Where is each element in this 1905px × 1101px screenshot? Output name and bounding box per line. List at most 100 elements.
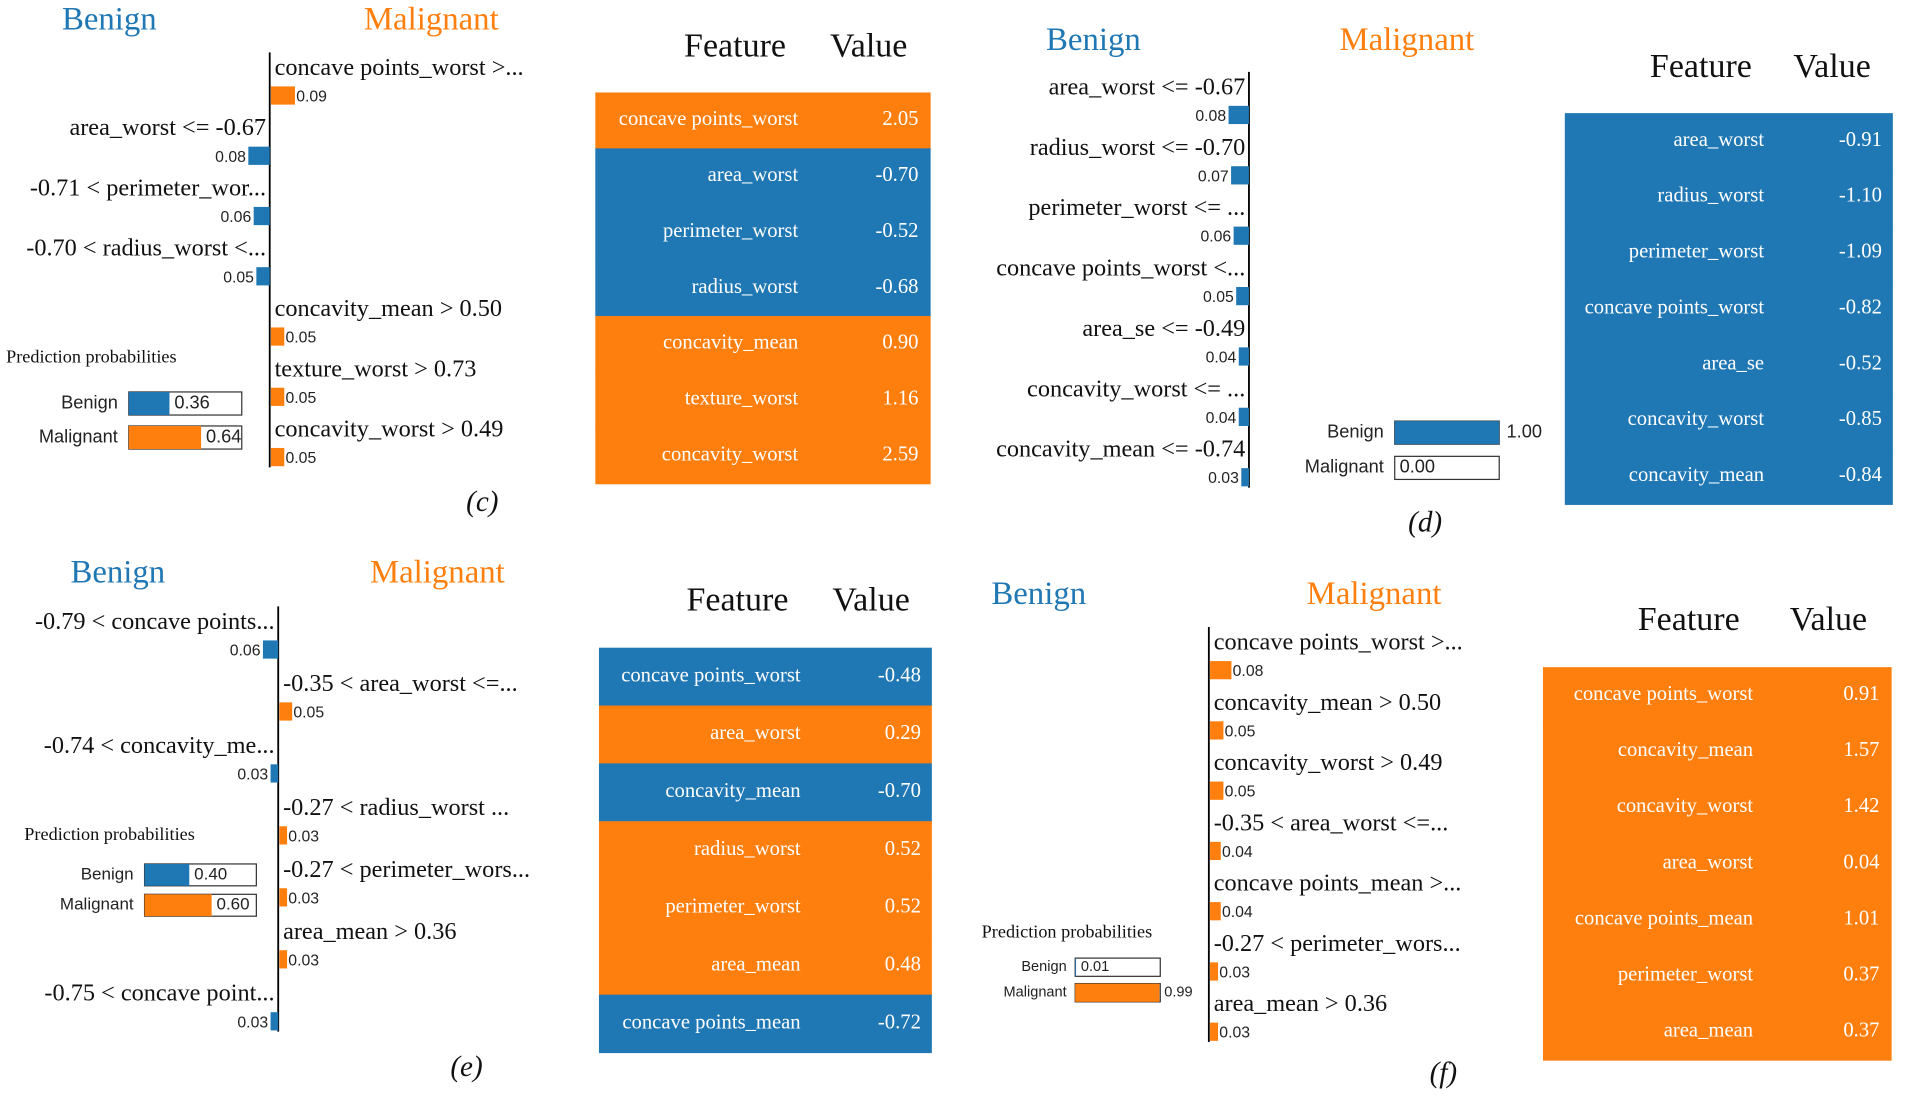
- table-cell: 1.16: [882, 388, 918, 410]
- table-row: [1564, 336, 1893, 394]
- value-label: 0.03: [1219, 964, 1250, 981]
- value-label: 0.03: [1208, 470, 1239, 487]
- table-row: [1542, 1003, 1892, 1061]
- bar: [1241, 468, 1249, 487]
- prob-category: Malignant: [39, 426, 118, 446]
- prob-category: Benign: [81, 864, 134, 883]
- prob-category: Benign: [1327, 421, 1384, 441]
- value-label: 0.05: [1225, 784, 1256, 801]
- table-header: Value: [832, 582, 909, 619]
- value-label: 0.03: [288, 890, 319, 907]
- table-cell: 0.04: [1843, 851, 1879, 873]
- feature-label: concavity_worst <= ...: [1027, 375, 1245, 402]
- table-cell: 2.05: [882, 108, 918, 130]
- table-row: [1542, 667, 1892, 724]
- panel-label: (f): [1430, 1057, 1458, 1089]
- bar: [1210, 721, 1224, 740]
- table-cell: 1.01: [1843, 907, 1879, 929]
- table-header: Feature: [686, 582, 788, 619]
- table-cell: perimeter_worst: [1618, 964, 1754, 986]
- class-header: Malignant: [364, 2, 499, 38]
- bar: [1210, 781, 1224, 800]
- bar: [1231, 166, 1249, 185]
- value-label: 0.06: [221, 209, 252, 226]
- prob-value: 0.99: [1164, 985, 1192, 1001]
- value-label: 0.05: [286, 390, 317, 407]
- feature-label: -0.79 < concave points...: [35, 608, 275, 635]
- prob-bar: [144, 894, 212, 917]
- table-row: [1564, 169, 1893, 226]
- table-cell: concave points_worst: [1574, 683, 1754, 705]
- table-cell: 0.29: [885, 722, 921, 744]
- bar: [279, 950, 288, 969]
- table-cell: concave points_mean: [1575, 907, 1754, 929]
- table-cell: concavity_worst: [1617, 795, 1754, 817]
- table-row: [595, 427, 931, 485]
- table-cell: area_se: [1702, 352, 1764, 374]
- table-cell: concave points_worst: [1585, 296, 1765, 318]
- bar: [1210, 661, 1232, 680]
- table-cell: texture_worst: [685, 388, 799, 410]
- feature-label: concavity_worst > 0.49: [275, 416, 504, 443]
- table-cell: concave points_worst: [621, 664, 801, 686]
- panel-label: (c): [466, 486, 498, 518]
- table-cell: concavity_mean: [663, 332, 799, 354]
- feature-label: -0.74 < concavity_me...: [44, 732, 275, 759]
- value-label: 0.05: [286, 330, 317, 347]
- feature-label: concave points_worst >...: [275, 54, 524, 81]
- prob-bar: [144, 863, 190, 886]
- bar: [270, 447, 285, 467]
- prob-value: 0.64: [206, 426, 241, 446]
- bar: [248, 146, 270, 165]
- bar: [1210, 1022, 1219, 1041]
- bar: [279, 702, 293, 721]
- feature-label: concavity_worst > 0.49: [1214, 749, 1443, 776]
- feature-label: -0.35 < area_worst <=...: [1214, 809, 1449, 836]
- table-row: [1542, 891, 1892, 949]
- value-label: 0.05: [286, 450, 317, 467]
- bar: [1210, 841, 1221, 861]
- prob-bar: [1394, 421, 1500, 445]
- table-row: [598, 763, 932, 822]
- table-cell: -1.09: [1839, 241, 1882, 263]
- table-cell: concavity_mean: [1629, 464, 1765, 486]
- class-header: Malignant: [1307, 576, 1442, 612]
- feature-label: concavity_mean > 0.50: [275, 295, 502, 322]
- bar: [1236, 286, 1249, 306]
- class-header: Benign: [1046, 22, 1141, 58]
- table-row: [598, 705, 932, 764]
- prob-value: 0.36: [174, 392, 209, 412]
- table-cell: radius_worst: [694, 838, 801, 860]
- bar: [270, 764, 279, 783]
- bar: [1210, 902, 1221, 921]
- table-cell: concavity_mean: [665, 780, 801, 802]
- feature-label: -0.35 < area_worst <=...: [283, 670, 518, 697]
- table-cell: 0.90: [882, 332, 918, 354]
- feature-label: radius_worst <= -0.70: [1030, 134, 1246, 161]
- table-row: [595, 260, 931, 317]
- table-cell: area_worst: [710, 722, 801, 744]
- table-row: [598, 647, 932, 707]
- bar: [1238, 347, 1249, 366]
- table-cell: perimeter_worst: [665, 896, 801, 918]
- table-row: [1564, 448, 1893, 505]
- table-cell: 0.37: [1843, 1020, 1879, 1042]
- prob-value: 0.40: [194, 864, 227, 883]
- value-label: 0.04: [1206, 410, 1237, 427]
- table-cell: -0.85: [1839, 408, 1882, 430]
- table-row: [595, 92, 931, 149]
- feature-label: perimeter_worst <= ...: [1028, 194, 1245, 221]
- feature-label: concavity_mean > 0.50: [1214, 689, 1441, 716]
- value-label: 0.08: [1195, 108, 1226, 125]
- table-cell: concavity_mean: [1618, 739, 1754, 761]
- table-cell: -0.72: [878, 1011, 921, 1033]
- value-label: 0.04: [1222, 844, 1253, 861]
- feature-label: -0.75 < concave point...: [44, 980, 274, 1007]
- table-cell: -0.82: [1839, 296, 1882, 318]
- table-cell: perimeter_worst: [1629, 241, 1765, 263]
- table-header: Feature: [1638, 601, 1740, 638]
- bar: [262, 640, 279, 659]
- table-header: Value: [1790, 601, 1867, 638]
